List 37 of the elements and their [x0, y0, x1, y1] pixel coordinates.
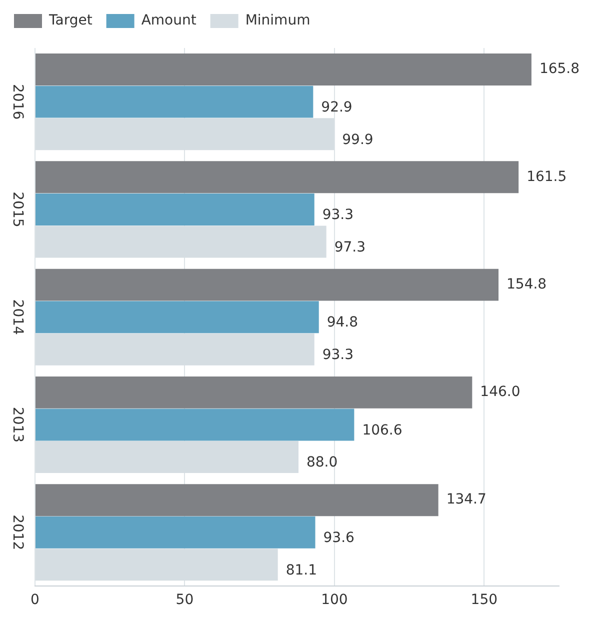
- bar: [36, 86, 314, 118]
- data-label: 146.0: [480, 384, 520, 400]
- y-tick-label: 2014: [9, 299, 26, 335]
- bar: [36, 376, 472, 408]
- data-label: 161.5: [526, 168, 567, 185]
- data-label: 93.3: [322, 207, 354, 224]
- bar: [36, 408, 354, 441]
- bar: [36, 54, 532, 86]
- y-tick-label: 2015: [9, 192, 26, 228]
- bar: [36, 161, 519, 194]
- data-label: 134.7: [446, 492, 486, 508]
- data-label: 106.6: [362, 422, 402, 438]
- data-label: 93.3: [322, 347, 354, 364]
- legend-label: Minimum: [245, 12, 310, 29]
- x-tick-label: 50: [176, 592, 194, 608]
- legend-label: Amount: [141, 12, 197, 29]
- data-label: 93.6: [323, 530, 355, 546]
- data-label: 97.3: [334, 239, 366, 256]
- y-tick-label: 2016: [9, 84, 26, 120]
- data-label: 88.0: [306, 454, 338, 471]
- bar: [36, 484, 438, 516]
- y-tick-label: 2012: [9, 514, 26, 550]
- legend-label: Target: [48, 12, 93, 29]
- bar: [36, 193, 314, 226]
- x-tick-label: 150: [470, 592, 498, 608]
- data-label: 94.8: [326, 314, 358, 331]
- bar: [36, 268, 499, 301]
- x-tick-label: 0: [30, 592, 40, 608]
- data-label: 99.9: [342, 132, 374, 148]
- data-label: 92.9: [321, 99, 352, 116]
- data-label: 154.8: [506, 276, 547, 292]
- bar: [36, 516, 316, 548]
- y-tick-label: 2013: [9, 406, 26, 443]
- data-label: 165.8: [539, 61, 580, 78]
- bar: [36, 301, 319, 334]
- data-label: 81.1: [286, 562, 318, 578]
- x-tick-label: 100: [321, 592, 348, 608]
